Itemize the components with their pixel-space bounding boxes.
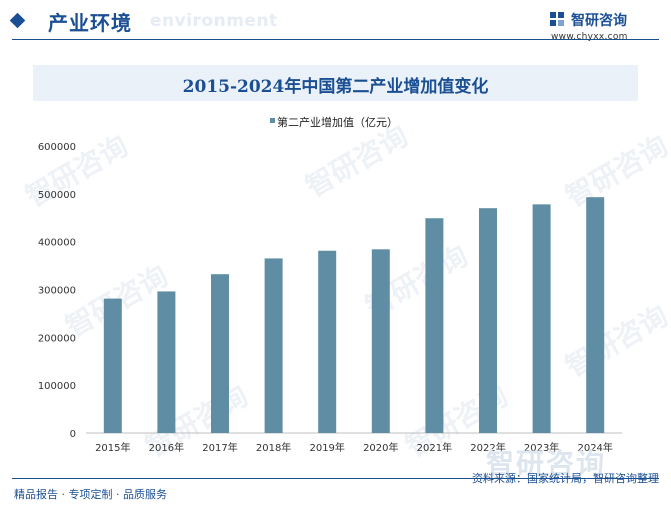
section-title: 产业环境 (48, 11, 132, 35)
y-tick-label: 0 (70, 429, 76, 440)
brand-url: www.chyxx.com (551, 32, 628, 42)
data-source: 资料来源：国家统计局，智研咨询整理 (472, 472, 659, 485)
bar (211, 274, 229, 433)
bar (479, 208, 497, 433)
section-subtitle: environment (150, 11, 278, 31)
x-tick-label: 2021年 (417, 441, 452, 454)
bar (264, 258, 283, 433)
x-tick-label: 2019年 (309, 441, 344, 454)
y-tick-label: 500000 (38, 190, 76, 201)
x-tick-label: 2018年 (256, 441, 291, 454)
footer-divider (12, 478, 659, 479)
x-tick-label: 2017年 (202, 441, 237, 454)
y-tick-label: 600000 (38, 142, 76, 153)
y-tick-label: 200000 (38, 333, 76, 344)
watermark-logo-text: 智研咨询 (486, 447, 607, 480)
bar (157, 291, 176, 433)
bar (586, 197, 605, 433)
y-tick-label: 300000 (38, 286, 76, 297)
bar (318, 250, 337, 433)
bar (425, 218, 444, 433)
x-tick-label: 2020年 (363, 441, 398, 454)
x-tick-label: 2023年 (524, 441, 559, 454)
bar (103, 298, 122, 433)
legend-label: 第二产业增加值（亿元） (277, 116, 398, 129)
footer-slogan: 精品报告 · 专项定制 · 品质服务 (14, 488, 167, 501)
brand-name: 智研咨询 (571, 13, 627, 29)
y-tick-label: 100000 (38, 381, 76, 392)
x-tick-label: 2016年 (149, 441, 184, 454)
y-tick-label: 400000 (38, 238, 76, 249)
header-divider (12, 39, 659, 40)
legend-swatch (270, 118, 275, 123)
brand-logo-icon (550, 12, 564, 26)
x-tick-label: 2022年 (470, 441, 505, 454)
x-tick-label: 2024年 (577, 441, 612, 454)
bar (371, 249, 390, 433)
brand: 智研咨询 www.chyxx.com (549, 8, 659, 44)
x-tick-label: 2015年 (95, 441, 130, 454)
chart-title: 2015-2024年中国第二产业增加值变化 (182, 77, 489, 97)
bar (532, 204, 551, 433)
chart-title-band: 2015-2024年中国第二产业增加值变化 (33, 65, 638, 101)
header: 产业环境 environment 智研咨询 www.chyxx.com (0, 0, 671, 44)
